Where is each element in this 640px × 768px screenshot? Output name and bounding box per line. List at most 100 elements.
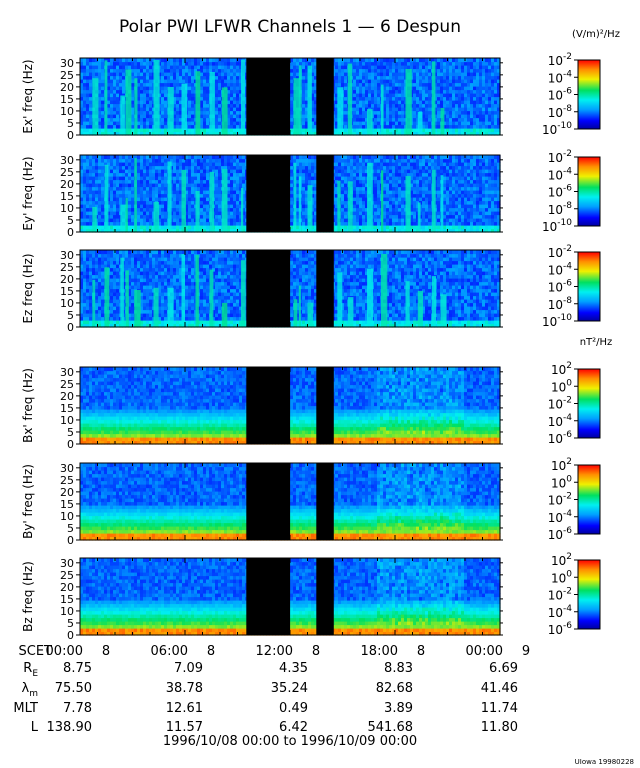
y-tick-label: 0 — [67, 226, 74, 239]
colorbar-tick-label: 10-2 — [548, 396, 572, 412]
y-tick-label: 30 — [60, 366, 74, 379]
colorbar-tick-label: 10-6 — [548, 184, 573, 200]
ephemeris-value: 11.80 — [481, 720, 518, 735]
y-tick-label: 10 — [60, 105, 74, 118]
ephemeris-value: 6.69 — [489, 661, 518, 676]
colorbar-tick-label: 10-8 — [548, 104, 573, 120]
colorbar-tick-label: 10-6 — [548, 621, 573, 637]
chart-title: Polar PWI LFWR Channels 1 — 6 Despun — [119, 17, 461, 37]
data-gap — [316, 367, 334, 444]
ephemeris-value: 8.83 — [384, 661, 413, 676]
y-axis-label: Ex' freq (Hz) — [21, 59, 35, 133]
y-tick-label: 5 — [67, 426, 74, 439]
y-axis-label: Ez freq (Hz) — [21, 253, 35, 323]
colorbar-tick-label: 10-4 — [548, 509, 573, 525]
data-gap — [246, 155, 291, 232]
ephemeris-label: MLT — [13, 701, 38, 716]
data-gap — [246, 367, 291, 444]
y-tick-label: 25 — [60, 261, 74, 274]
y-tick-label: 10 — [60, 202, 74, 215]
time-axis-label: SCET — [19, 644, 53, 659]
data-gap — [316, 250, 334, 327]
y-tick-label: 30 — [60, 57, 74, 70]
y-tick-label: 25 — [60, 69, 74, 82]
credit: UIowa 19980228 — [575, 758, 634, 766]
ephemeris-value: 38.78 — [166, 681, 203, 696]
colorbar-tick-label: 10-10 — [542, 121, 572, 137]
y-tick-label: 20 — [60, 581, 74, 594]
data-gap — [316, 155, 334, 232]
ephemeris-value: 82.68 — [376, 681, 413, 696]
y-axis-label: Ey' freq (Hz) — [21, 156, 35, 230]
time-tick-day: 8 — [312, 644, 320, 659]
colorbar-tick-label: 10-2 — [548, 587, 572, 603]
time-tick-label: 00:00 — [46, 644, 83, 659]
colorbar-tick-label: 10-6 — [548, 279, 573, 295]
y-axis-label: By' freq (Hz) — [21, 464, 35, 539]
y-tick-label: 30 — [60, 154, 74, 167]
colorbar: 10-210-4 10-610-810-10 — [542, 149, 601, 234]
colorbar-tick-label: 10-2 — [548, 149, 572, 165]
colorbar-tick-label: 10-6 — [548, 430, 573, 446]
y-tick-label: 5 — [67, 309, 74, 322]
y-tick-label: 30 — [60, 249, 74, 262]
y-tick-label: 10 — [60, 605, 74, 618]
y-axis-label: Bz freq (Hz) — [21, 561, 35, 632]
time-tick-day: 8 — [207, 644, 215, 659]
ephemeris-value: 12.61 — [166, 701, 203, 716]
y-tick-label: 0 — [67, 129, 74, 142]
y-axis-label: Bx' freq (Hz) — [21, 368, 35, 443]
y-tick-label: 5 — [67, 214, 74, 227]
ephemeris-value: 6.42 — [279, 720, 308, 735]
y-tick-label: 0 — [67, 629, 74, 642]
y-tick-label: 20 — [60, 486, 74, 499]
colorbar-tick-label: 10-8 — [548, 296, 573, 312]
colorbar-tick-label: 100 — [551, 378, 572, 394]
y-tick-label: 15 — [60, 593, 74, 606]
ephemeris-value: 541.68 — [368, 720, 414, 735]
y-tick-label: 0 — [67, 321, 74, 334]
ephemeris-value: 7.78 — [63, 701, 92, 716]
y-tick-label: 25 — [60, 166, 74, 179]
y-tick-label: 25 — [60, 474, 74, 487]
ephemeris-label: RE — [23, 661, 38, 679]
ephemeris-value: 3.89 — [384, 701, 413, 716]
spectrogram-image — [80, 250, 501, 328]
ephemeris-value: 75.50 — [55, 681, 92, 696]
ephemeris-label: λm — [22, 681, 38, 699]
y-tick-label: 30 — [60, 557, 74, 570]
data-gap — [246, 250, 291, 327]
time-tick-day: 8 — [417, 644, 425, 659]
y-tick-label: 15 — [60, 93, 74, 106]
spectrogram-image — [80, 58, 501, 136]
colorbar-tick-label: 10-4 — [548, 166, 573, 182]
ephemeris-table: RE 8.75 7.09 4.35 8.83 6.69 λm 75.50 38.78 35.24 8… — [13, 661, 518, 735]
colorbar: 10-210-4 10-610-810-10 — [542, 244, 601, 329]
y-tick-label: 15 — [60, 190, 74, 203]
y-tick-label: 15 — [60, 498, 74, 511]
data-gap — [316, 463, 334, 540]
time-tick-label: 18:00 — [361, 644, 398, 659]
data-gap — [246, 463, 291, 540]
colorbar-tick-label: 100 — [551, 474, 572, 490]
ephemeris-value: 41.46 — [481, 681, 518, 696]
colorbar-tick-label: 10-4 — [548, 604, 573, 620]
y-tick-label: 30 — [60, 462, 74, 475]
colorbar-tick-label: 10-2 — [548, 52, 572, 68]
ephemeris-value: 11.74 — [481, 701, 518, 716]
y-tick-label: 10 — [60, 510, 74, 523]
time-tick-label: 00:00 — [466, 644, 503, 659]
ephemeris-value: 138.90 — [47, 720, 93, 735]
colorbar-tick-label: 10-2 — [548, 244, 572, 260]
time-tick-day: 8 — [102, 644, 110, 659]
colorbar-tick-label: 102 — [551, 361, 572, 377]
colorbar-tick-label: 10-4 — [548, 413, 573, 429]
colorbar-unit-e: (V/m)²/Hz — [572, 29, 620, 40]
y-tick-label: 0 — [67, 438, 74, 451]
colorbar-tick-label: 10-8 — [548, 201, 573, 217]
date-range: 1996/10/08 00:00 to 1996/10/09 00:00 — [163, 734, 417, 749]
